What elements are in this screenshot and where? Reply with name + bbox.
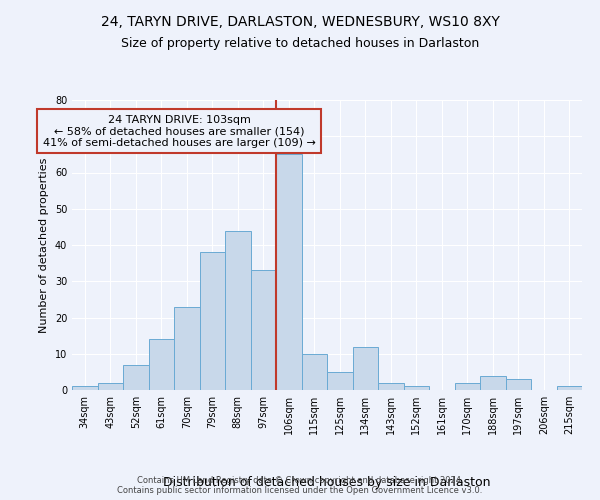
- Bar: [557, 386, 582, 390]
- Bar: [174, 306, 199, 390]
- Bar: [251, 270, 276, 390]
- X-axis label: Distribution of detached houses by size in Darlaston: Distribution of detached houses by size …: [163, 476, 491, 489]
- Text: 24, TARYN DRIVE, DARLASTON, WEDNESBURY, WS10 8XY: 24, TARYN DRIVE, DARLASTON, WEDNESBURY, …: [101, 15, 499, 29]
- Text: Size of property relative to detached houses in Darlaston: Size of property relative to detached ho…: [121, 38, 479, 51]
- Bar: [353, 346, 378, 390]
- Bar: [327, 372, 353, 390]
- Bar: [455, 383, 480, 390]
- Bar: [404, 386, 429, 390]
- Bar: [199, 252, 225, 390]
- Text: 24 TARYN DRIVE: 103sqm
← 58% of detached houses are smaller (154)
41% of semi-de: 24 TARYN DRIVE: 103sqm ← 58% of detached…: [43, 114, 316, 148]
- Bar: [225, 230, 251, 390]
- Bar: [149, 339, 174, 390]
- Bar: [378, 383, 404, 390]
- Bar: [123, 364, 149, 390]
- Bar: [276, 154, 302, 390]
- Bar: [72, 386, 97, 390]
- Bar: [480, 376, 505, 390]
- Bar: [97, 383, 123, 390]
- Bar: [302, 354, 327, 390]
- Y-axis label: Number of detached properties: Number of detached properties: [39, 158, 49, 332]
- Bar: [505, 379, 531, 390]
- Text: Contains HM Land Registry data © Crown copyright and database right 2024.
Contai: Contains HM Land Registry data © Crown c…: [118, 476, 482, 495]
